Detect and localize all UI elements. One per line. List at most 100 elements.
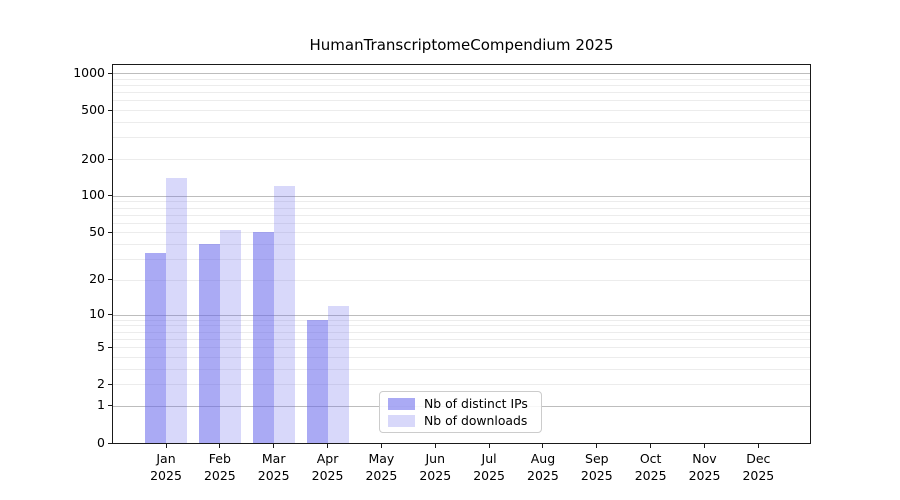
minor-gridline bbox=[113, 244, 810, 246]
legend-entry-downloads: Nb of downloads bbox=[388, 413, 533, 428]
minor-gridline bbox=[113, 78, 810, 80]
legend-label-downloads: Nb of downloads bbox=[424, 413, 528, 428]
x-axis-tick bbox=[704, 443, 705, 448]
x-axis-tick-label: Sep 2025 bbox=[557, 450, 637, 484]
y-axis-tick-label: 1000 bbox=[73, 64, 105, 80]
x-tick-month: Oct bbox=[639, 451, 662, 466]
minor-gridline bbox=[113, 222, 810, 224]
x-axis-tick-label: Aug 2025 bbox=[503, 450, 583, 484]
y-axis-tick bbox=[108, 346, 113, 348]
y-axis-tick-label: 5 bbox=[97, 338, 105, 354]
x-tick-year: 2025 bbox=[257, 468, 290, 483]
x-axis-tick-label: Feb 2025 bbox=[180, 450, 260, 484]
x-axis-tick bbox=[434, 443, 436, 448]
x-tick-year: 2025 bbox=[742, 468, 775, 483]
x-axis-tick-label: Jan 2025 bbox=[126, 450, 206, 484]
major-gridline bbox=[113, 314, 810, 316]
y-axis-tick-label: 1 bbox=[97, 397, 105, 413]
x-axis-tick bbox=[757, 443, 759, 448]
legend-entry-distinct-ips: Nb of distinct IPs bbox=[388, 396, 533, 411]
bar-downloads-apr bbox=[327, 305, 349, 443]
x-tick-year: 2025 bbox=[580, 468, 613, 483]
x-axis-tick bbox=[327, 443, 329, 448]
y-axis-tick bbox=[108, 72, 113, 74]
minor-gridline bbox=[113, 84, 810, 86]
x-tick-year: 2025 bbox=[150, 468, 182, 483]
minor-gridline bbox=[113, 384, 810, 386]
bar-downloads-feb bbox=[219, 230, 241, 443]
x-axis-tick-label: Apr 2025 bbox=[288, 450, 368, 484]
x-tick-year: 2025 bbox=[634, 468, 667, 483]
y-axis-tick-label: 10 bbox=[89, 306, 105, 322]
x-axis-tick-label: Jul 2025 bbox=[449, 450, 529, 484]
minor-gridline bbox=[113, 214, 810, 216]
x-tick-year: 2025 bbox=[419, 468, 452, 483]
y-axis-tick bbox=[108, 109, 113, 111]
x-tick-year: 2025 bbox=[473, 468, 505, 483]
x-axis-tick bbox=[488, 443, 490, 448]
x-axis-tick bbox=[542, 443, 544, 448]
minor-gridline bbox=[113, 110, 810, 112]
x-axis-tick-label: Oct 2025 bbox=[611, 450, 691, 484]
x-axis-tick bbox=[165, 443, 167, 448]
x-tick-year: 2025 bbox=[203, 468, 236, 483]
y-axis-tick bbox=[108, 195, 113, 197]
x-tick-month: Mar bbox=[261, 451, 286, 466]
minor-gridline bbox=[113, 279, 810, 281]
x-tick-month: Sep bbox=[585, 451, 609, 466]
y-axis-tick bbox=[108, 442, 113, 444]
x-tick-month: Nov bbox=[692, 451, 717, 466]
y-axis-tick-label: 0 bbox=[97, 434, 105, 450]
minor-gridline bbox=[113, 319, 810, 321]
minor-gridline bbox=[113, 259, 810, 261]
x-axis-tick-label: May 2025 bbox=[341, 450, 421, 484]
x-tick-month: Feb bbox=[208, 451, 231, 466]
bar-ips-mar bbox=[252, 232, 274, 443]
x-axis-tick-label: Dec 2025 bbox=[718, 450, 798, 484]
minor-gridline bbox=[113, 331, 810, 333]
minor-gridline bbox=[113, 368, 810, 370]
chart-title: HumanTranscriptomeCompendium 2025 bbox=[309, 36, 614, 54]
major-gridline bbox=[113, 195, 810, 197]
y-axis-tick-label: 500 bbox=[81, 101, 105, 117]
x-tick-month: Jan bbox=[156, 451, 176, 466]
minor-gridline bbox=[113, 159, 810, 161]
y-axis-tick bbox=[108, 314, 113, 316]
bar-downloads-mar bbox=[273, 186, 295, 443]
minor-gridline bbox=[113, 100, 810, 102]
y-axis-tick-label: 50 bbox=[89, 223, 105, 239]
y-axis-tick bbox=[108, 231, 113, 233]
y-axis-tick bbox=[108, 279, 113, 281]
minor-gridline bbox=[113, 207, 810, 209]
legend-swatch-downloads bbox=[388, 414, 415, 427]
x-tick-month: Jul bbox=[481, 451, 497, 466]
bar-ips-apr bbox=[306, 319, 328, 443]
bar-ips-feb bbox=[198, 244, 220, 443]
x-axis-tick-label: Nov 2025 bbox=[665, 450, 745, 484]
minor-gridline bbox=[113, 347, 810, 349]
x-tick-year: 2025 bbox=[311, 468, 344, 483]
x-tick-month: Apr bbox=[316, 451, 339, 466]
x-tick-month: Jun bbox=[425, 451, 446, 466]
x-tick-month: Dec bbox=[746, 451, 771, 466]
legend-swatch-distinct-ips bbox=[388, 397, 415, 410]
bar-downloads-jan bbox=[166, 178, 187, 443]
x-axis-tick bbox=[380, 443, 382, 448]
bar-ips-jan bbox=[145, 252, 166, 443]
x-tick-month: May bbox=[368, 451, 395, 466]
y-axis-tick bbox=[108, 158, 113, 160]
plot-area bbox=[113, 65, 810, 443]
minor-gridline bbox=[113, 122, 810, 124]
legend-label-distinct-ips: Nb of distinct IPs bbox=[424, 396, 528, 411]
y-axis-tick-label: 20 bbox=[89, 271, 105, 287]
x-tick-year: 2025 bbox=[527, 468, 559, 483]
minor-gridline bbox=[113, 201, 810, 203]
x-axis-tick-label: Jun 2025 bbox=[395, 450, 475, 484]
minor-gridline bbox=[113, 232, 810, 234]
x-axis-tick-label: Mar 2025 bbox=[234, 450, 314, 484]
x-axis-tick bbox=[650, 443, 652, 448]
legend: Nb of distinct IPs Nb of downloads bbox=[379, 391, 542, 433]
y-axis-tick-label: 100 bbox=[81, 187, 105, 203]
x-axis-tick bbox=[219, 443, 221, 448]
